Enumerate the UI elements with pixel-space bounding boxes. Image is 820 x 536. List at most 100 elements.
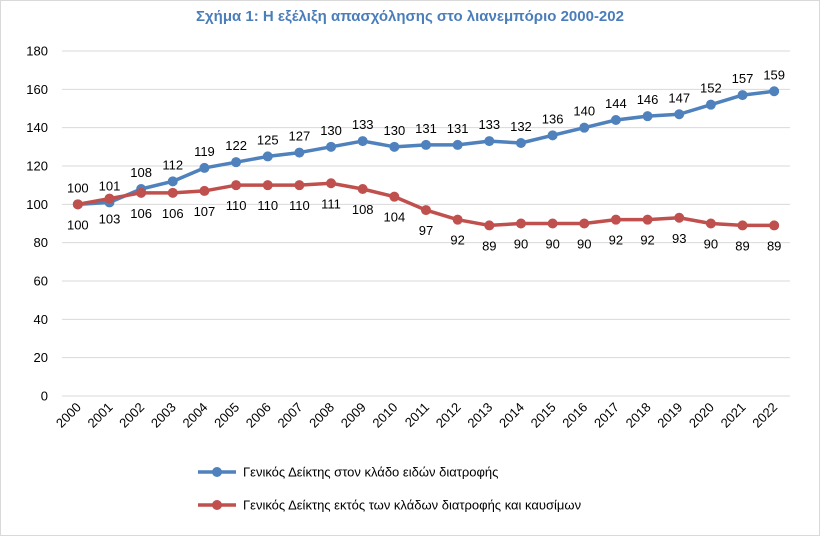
data-label: 132	[510, 119, 532, 134]
data-label: 119	[194, 144, 215, 159]
x-tick-label: 2012	[433, 400, 464, 431]
data-point	[769, 220, 780, 231]
data-point	[199, 185, 210, 196]
x-tick-label: 2004	[179, 400, 210, 431]
data-point	[579, 122, 590, 133]
data-label: 100	[67, 217, 89, 232]
x-tick-label: 2001	[85, 400, 116, 431]
legend-entry-label: Γενικός Δείκτης στον κλάδο ειδών διατροφ…	[243, 465, 498, 480]
data-point	[769, 86, 780, 97]
data-point	[674, 212, 685, 223]
data-label: 92	[609, 233, 623, 248]
data-label: 89	[482, 238, 496, 253]
data-label: 111	[321, 196, 341, 211]
x-tick-label: 2019	[654, 400, 685, 431]
x-tick-label: 2014	[496, 400, 527, 431]
data-point	[199, 162, 210, 173]
data-label: 122	[225, 138, 247, 153]
y-tick-label: 180	[26, 44, 48, 59]
y-tick-label: 140	[26, 120, 48, 135]
y-tick-label: 160	[26, 82, 48, 97]
data-point	[421, 139, 431, 150]
data-label: 133	[352, 117, 374, 132]
x-tick-label: 2017	[591, 400, 622, 431]
data-label: 89	[767, 238, 781, 253]
x-tick-label: 2000	[53, 400, 84, 431]
data-point	[262, 180, 273, 191]
chart-title: Σχήμα 1: Η εξέλιξη απασχόλησης στο λιανε…	[196, 8, 624, 25]
data-point	[484, 136, 495, 147]
data-label: 110	[257, 198, 278, 213]
data-label: 147	[668, 90, 690, 105]
data-point	[452, 139, 463, 150]
data-label: 144	[605, 96, 627, 111]
x-tick-label: 2013	[464, 400, 495, 431]
data-point	[705, 99, 716, 110]
data-label: 107	[194, 204, 216, 219]
data-label: 108	[130, 165, 152, 180]
y-tick-label: 100	[26, 197, 48, 212]
x-tick-label: 2005	[211, 400, 242, 431]
data-point	[294, 147, 305, 158]
data-label: 108	[352, 202, 374, 217]
x-tick-label: 2002	[116, 400, 147, 431]
data-point	[357, 136, 368, 147]
data-label: 90	[577, 237, 591, 252]
data-point	[737, 220, 748, 231]
data-point	[262, 151, 273, 162]
data-label: 106	[162, 206, 184, 221]
data-label: 110	[289, 198, 310, 213]
x-tick-label: 2009	[338, 400, 369, 431]
data-point	[642, 214, 653, 225]
data-label: 131	[415, 121, 437, 136]
x-tick-label: 2021	[718, 400, 749, 431]
series-2: 100 103 106 106 107 110 110 110 111 108 104 97 92 89 9…	[67, 178, 781, 253]
gridlines	[62, 50, 790, 397]
x-tick-label: 2006	[243, 400, 274, 431]
data-point	[452, 214, 463, 225]
y-tick-label: 60	[34, 274, 48, 289]
data-label: 157	[732, 71, 754, 86]
data-point	[231, 157, 242, 168]
data-label: 103	[99, 212, 121, 227]
legend-swatch-marker	[212, 467, 222, 477]
legend-swatch-marker	[212, 500, 222, 510]
data-point	[104, 193, 115, 204]
legend-entry-label: Γενικός Δείκτης εκτός των κλάδων διατροφ…	[243, 498, 581, 513]
data-point	[357, 184, 368, 194]
data-label: 133	[478, 117, 500, 132]
y-tick-label: 80	[34, 235, 48, 250]
x-tick-label: 2015	[528, 400, 559, 431]
data-label: 112	[162, 157, 183, 172]
series-group: 100 101 108 112 119 122 125 127 130 133 130 131 131 1…	[67, 67, 785, 253]
data-label: 101	[99, 178, 121, 193]
data-label: 97	[419, 223, 433, 238]
data-point	[737, 90, 748, 101]
data-point	[72, 199, 83, 210]
x-tick-label: 2003	[148, 400, 179, 431]
data-label: 89	[735, 238, 749, 253]
data-label: 90	[704, 237, 718, 252]
data-point	[326, 141, 337, 152]
data-label: 90	[514, 237, 528, 252]
data-label: 100	[67, 180, 89, 195]
data-label: 136	[542, 111, 564, 126]
data-label: 93	[672, 231, 686, 246]
data-point	[515, 138, 526, 148]
series-1: 100 101 108 112 119 122 125 127 130 133 130 131 131 1…	[67, 67, 785, 210]
x-axis-ticks: 2000 2001 2002 2003 2004 2005 2006 2007 2008 2009…	[53, 400, 780, 431]
data-point	[389, 191, 400, 202]
x-tick-label: 2011	[402, 400, 432, 430]
y-axis-ticks: 0 20 40 60 80 100 120 140 160 180	[26, 44, 48, 404]
data-point	[610, 214, 621, 225]
x-tick-label: 2018	[623, 400, 654, 431]
x-tick-label: 2008	[306, 400, 337, 431]
data-point	[136, 187, 147, 198]
data-point	[231, 180, 242, 191]
data-point	[547, 218, 558, 229]
x-tick-label: 2007	[274, 400, 305, 431]
data-point	[294, 180, 305, 191]
data-label: 92	[450, 233, 464, 248]
legend: Γενικός Δείκτης στον κλάδο ειδών διατροφ…	[198, 465, 581, 513]
